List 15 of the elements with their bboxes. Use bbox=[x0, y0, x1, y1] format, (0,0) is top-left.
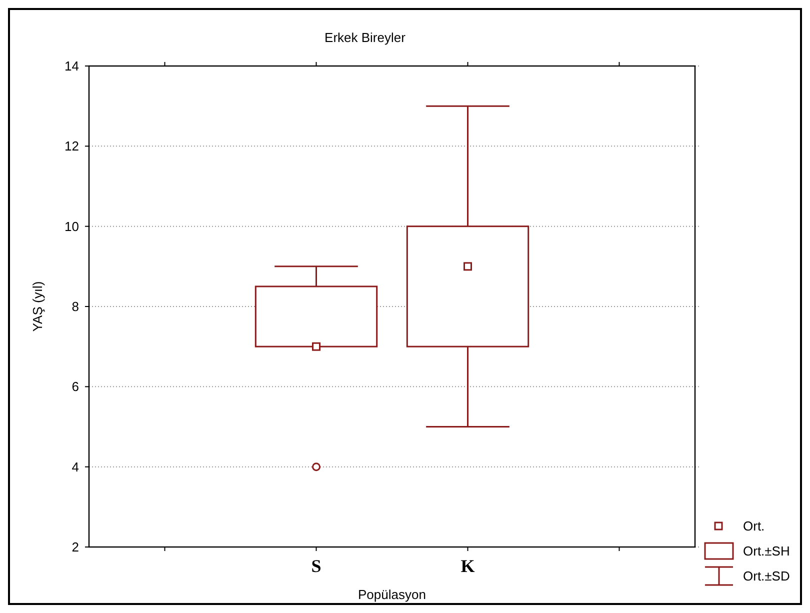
x-axis-title: Popülasyon bbox=[358, 587, 426, 602]
chart-title: Erkek Bireyler bbox=[324, 30, 406, 45]
text: Ort.±SD bbox=[743, 568, 790, 584]
y-tick-label: 10 bbox=[64, 218, 79, 234]
y-tick-label: 12 bbox=[64, 138, 79, 154]
y-axis-title: YAŞ (yıl) bbox=[30, 281, 45, 332]
y-tick-label: 4 bbox=[72, 459, 79, 474]
y-tick-label: 14 bbox=[64, 58, 79, 74]
y-tick-label: 2 bbox=[72, 540, 79, 555]
x-tick-label: K bbox=[460, 556, 475, 576]
y-tick-label: 8 bbox=[72, 299, 79, 314]
text: Ort.±SH bbox=[743, 544, 790, 559]
y-tick-label: 6 bbox=[72, 379, 79, 394]
x-tick-label: S bbox=[311, 556, 322, 576]
text: Ort. bbox=[743, 518, 765, 534]
